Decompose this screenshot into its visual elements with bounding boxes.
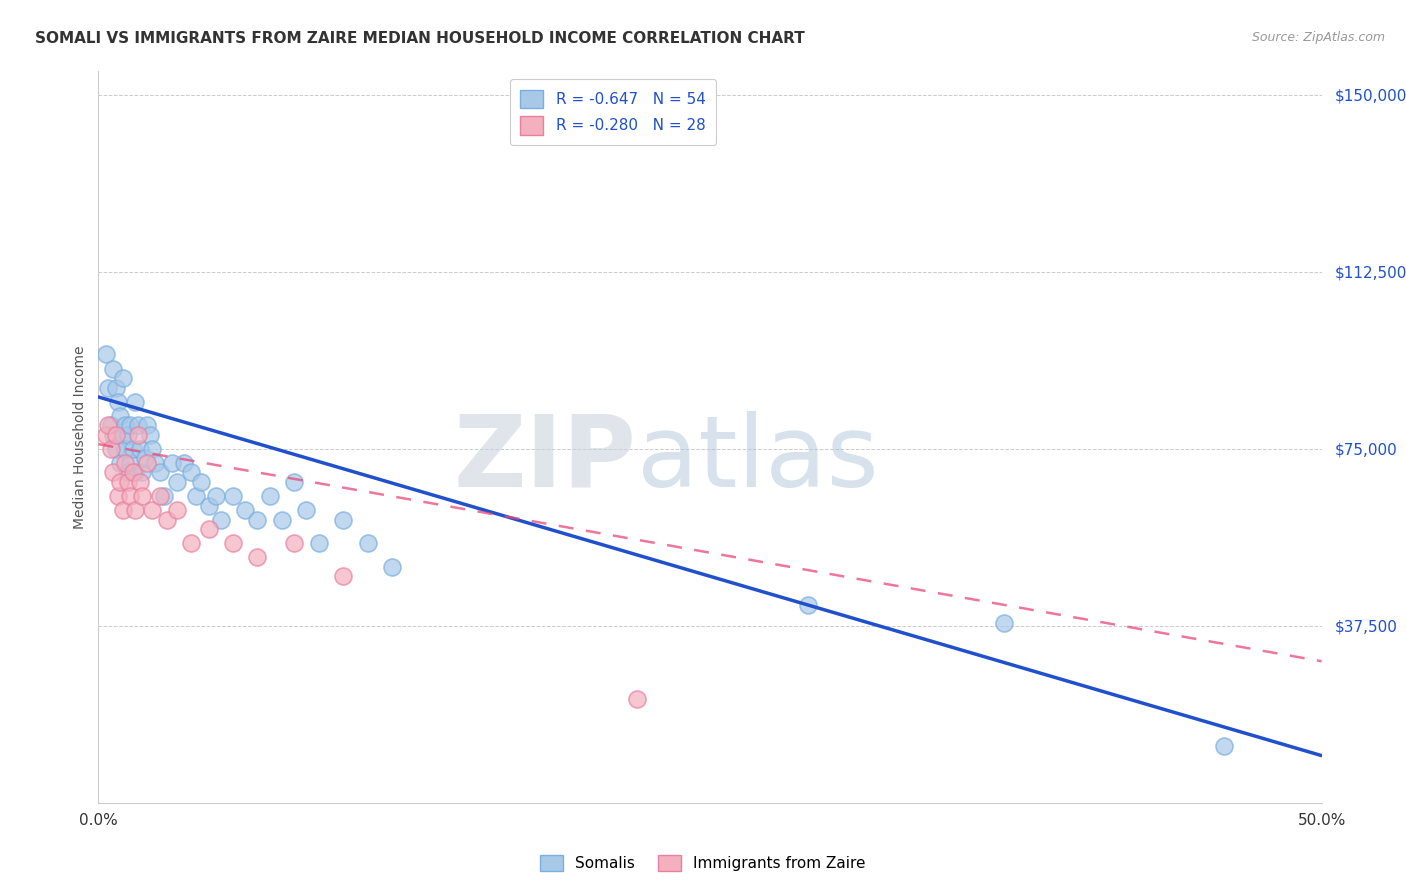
Point	[129, 442, 152, 456]
Point	[97, 418, 120, 433]
Legend: R = -0.647   N = 54, R = -0.280   N = 28: R = -0.647 N = 54, R = -0.280 N = 28	[510, 79, 716, 145]
Point	[259, 489, 281, 503]
Point	[104, 427, 127, 442]
Point	[153, 489, 176, 503]
Point	[120, 456, 142, 470]
Point	[104, 442, 127, 456]
Point	[149, 466, 172, 480]
Point	[156, 513, 179, 527]
Point	[626, 692, 648, 706]
Point	[100, 418, 122, 433]
Point	[381, 559, 404, 574]
Point	[110, 475, 132, 489]
Point	[136, 418, 159, 433]
Point	[222, 536, 245, 550]
Point	[993, 616, 1015, 631]
Point	[114, 442, 136, 456]
Point	[283, 536, 305, 550]
Point	[131, 466, 153, 480]
Point	[197, 499, 219, 513]
Point	[124, 503, 146, 517]
Legend: Somalis, Immigrants from Zaire: Somalis, Immigrants from Zaire	[534, 849, 872, 877]
Point	[101, 427, 124, 442]
Point	[205, 489, 228, 503]
Point	[190, 475, 212, 489]
Point	[114, 456, 136, 470]
Y-axis label: Median Household Income: Median Household Income	[73, 345, 87, 529]
Point	[332, 513, 354, 527]
Point	[110, 456, 132, 470]
Point	[149, 489, 172, 503]
Point	[127, 427, 149, 442]
Point	[1212, 739, 1234, 754]
Text: atlas: atlas	[637, 410, 879, 508]
Point	[233, 503, 256, 517]
Point	[104, 380, 127, 394]
Point	[120, 489, 142, 503]
Point	[166, 475, 188, 489]
Point	[136, 456, 159, 470]
Point	[166, 503, 188, 517]
Point	[246, 513, 269, 527]
Point	[332, 569, 354, 583]
Point	[186, 489, 208, 503]
Point	[111, 427, 134, 442]
Point	[308, 536, 330, 550]
Point	[797, 598, 820, 612]
Text: SOMALI VS IMMIGRANTS FROM ZAIRE MEDIAN HOUSEHOLD INCOME CORRELATION CHART: SOMALI VS IMMIGRANTS FROM ZAIRE MEDIAN H…	[35, 31, 804, 46]
Point	[114, 418, 136, 433]
Point	[143, 456, 166, 470]
Point	[180, 536, 202, 550]
Point	[100, 442, 122, 456]
Point	[173, 456, 195, 470]
Point	[356, 536, 378, 550]
Text: ZIP: ZIP	[454, 410, 637, 508]
Point	[94, 347, 117, 361]
Point	[121, 466, 143, 480]
Point	[139, 427, 162, 442]
Point	[107, 489, 129, 503]
Point	[117, 427, 139, 442]
Point	[110, 409, 132, 423]
Point	[94, 427, 117, 442]
Point	[295, 503, 318, 517]
Point	[141, 442, 163, 456]
Text: Source: ZipAtlas.com: Source: ZipAtlas.com	[1251, 31, 1385, 45]
Point	[141, 503, 163, 517]
Point	[180, 466, 202, 480]
Point	[222, 489, 245, 503]
Point	[209, 513, 232, 527]
Point	[129, 475, 152, 489]
Point	[121, 442, 143, 456]
Point	[270, 513, 294, 527]
Point	[124, 394, 146, 409]
Point	[101, 466, 124, 480]
Point	[197, 522, 219, 536]
Point	[120, 418, 142, 433]
Point	[134, 451, 156, 466]
Point	[117, 475, 139, 489]
Point	[131, 489, 153, 503]
Point	[127, 418, 149, 433]
Point	[246, 550, 269, 565]
Point	[283, 475, 305, 489]
Point	[124, 466, 146, 480]
Point	[101, 361, 124, 376]
Point	[111, 371, 134, 385]
Point	[160, 456, 183, 470]
Point	[117, 466, 139, 480]
Point	[111, 503, 134, 517]
Point	[107, 394, 129, 409]
Point	[97, 380, 120, 394]
